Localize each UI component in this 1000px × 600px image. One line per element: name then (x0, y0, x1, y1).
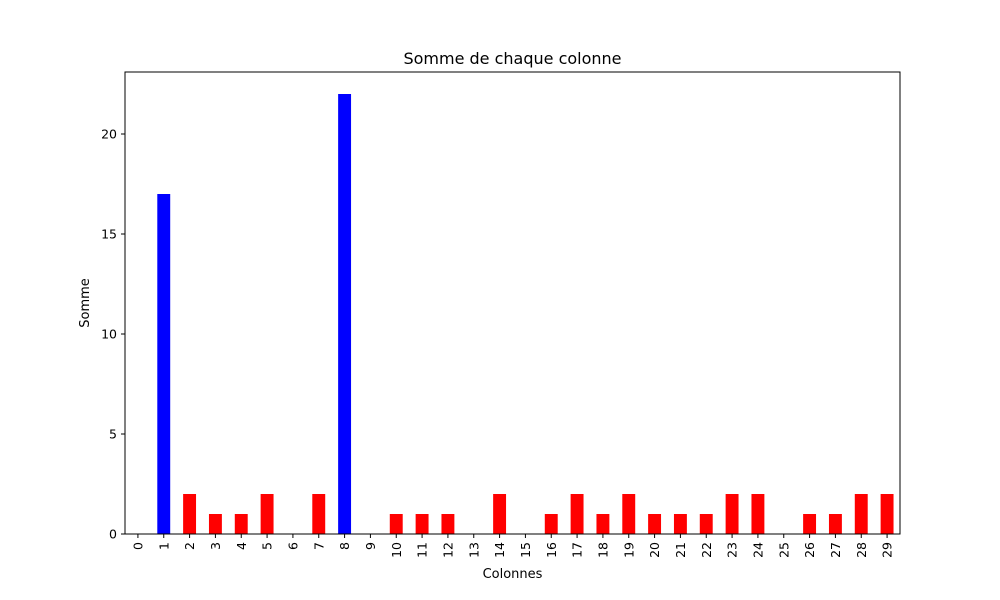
x-tick-label: 1 (156, 542, 171, 550)
x-tick-label: 21 (673, 542, 688, 558)
bar-1 (157, 194, 171, 534)
bar-2 (183, 494, 197, 534)
x-tick-label: 15 (518, 542, 533, 558)
x-axis-label: Colonnes (483, 567, 543, 582)
y-axis-label: Somme (78, 278, 93, 328)
x-tick-label: 11 (415, 542, 430, 558)
x-tick-label: 13 (466, 542, 481, 558)
x-tick-label: 3 (208, 542, 223, 550)
bar-8 (338, 94, 352, 534)
bar-19 (622, 494, 636, 534)
x-tick-label: 12 (440, 542, 455, 558)
x-tick-label: 22 (699, 542, 714, 558)
x-tick-label: 19 (621, 542, 636, 558)
x-tick-label: 9 (363, 542, 378, 550)
x-tick-label: 7 (311, 542, 326, 550)
x-tick-label: 2 (182, 542, 197, 550)
bar-12 (441, 514, 455, 534)
y-tick-label: 15 (101, 227, 117, 242)
chart-title: Somme de chaque colonne (403, 49, 621, 68)
bar-16 (544, 514, 558, 534)
bar-21 (673, 514, 687, 534)
bar-24 (751, 494, 765, 534)
bar-7 (312, 494, 326, 534)
x-tick-label: 18 (595, 542, 610, 558)
bar-3 (208, 514, 222, 534)
x-tick-label: 24 (750, 542, 765, 558)
x-tick-label: 4 (234, 542, 249, 550)
bar-4 (234, 514, 248, 534)
bar-5 (260, 494, 274, 534)
y-tick-label: 5 (109, 427, 117, 442)
x-tick-label: 5 (260, 542, 275, 550)
y-tick-label: 10 (101, 327, 117, 342)
bar-14 (493, 494, 507, 534)
x-tick-label: 16 (544, 542, 559, 558)
x-tick-label: 25 (776, 542, 791, 558)
x-tick-label: 0 (130, 542, 145, 550)
bar-28 (854, 494, 868, 534)
bar-18 (596, 514, 610, 534)
y-tick-label: 0 (109, 527, 117, 542)
bar-23 (725, 494, 739, 534)
x-tick-label: 26 (802, 542, 817, 558)
bar-17 (570, 494, 584, 534)
bar-20 (648, 514, 662, 534)
bar-29 (880, 494, 894, 534)
y-tick-label: 20 (101, 127, 117, 142)
x-tick-label: 23 (725, 542, 740, 558)
x-tick-label: 10 (389, 542, 404, 558)
x-tick-label: 8 (337, 542, 352, 550)
x-tick-label: 17 (570, 542, 585, 558)
bar-27 (828, 514, 842, 534)
axes-frame (124, 71, 901, 535)
x-tick-label: 28 (854, 542, 869, 558)
bar-26 (803, 514, 817, 534)
bar-11 (415, 514, 429, 534)
bar-22 (699, 514, 713, 534)
x-tick-label: 29 (880, 542, 895, 558)
bar-10 (389, 514, 403, 534)
x-tick-label: 27 (828, 542, 843, 558)
x-tick-label: 6 (285, 542, 300, 550)
x-tick-label: 14 (492, 542, 507, 558)
x-tick-label: 20 (647, 542, 662, 558)
